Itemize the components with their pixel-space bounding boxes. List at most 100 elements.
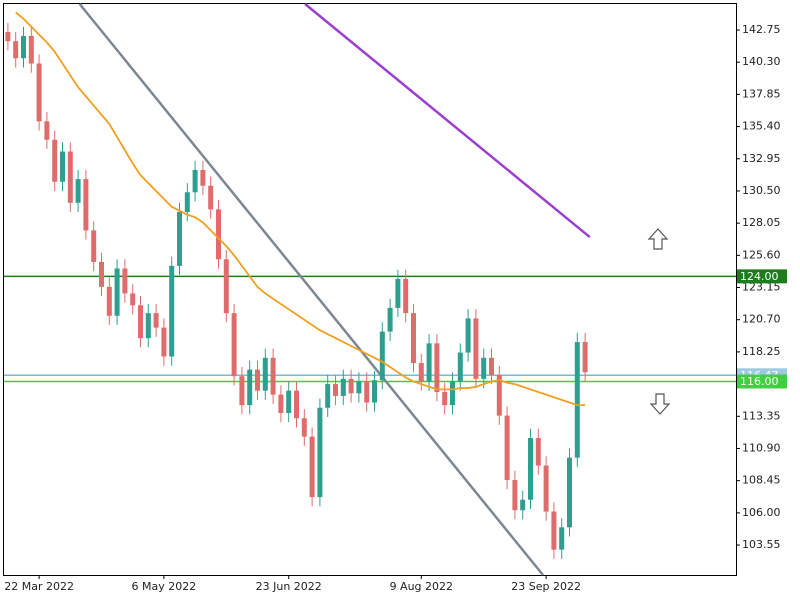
chart-layer: 142.75 140.30 137.85 135.40 132.95 130.50 128.… — [4, 3, 787, 593]
candle-body — [169, 265, 175, 357]
y-tick-label: 130.50 — [742, 184, 781, 197]
candle-body — [567, 457, 572, 528]
candle-body — [395, 278, 401, 308]
candle-body — [317, 407, 323, 498]
y-tick-label: 135.40 — [742, 120, 781, 133]
candle-body — [325, 384, 331, 408]
candle-body — [418, 363, 424, 382]
candle-body — [28, 35, 34, 64]
trend-line — [78, 3, 544, 576]
candle-body — [91, 230, 97, 262]
candle-body — [192, 169, 198, 193]
candle-body — [535, 437, 541, 466]
candle-body — [216, 209, 221, 260]
candle-body — [528, 437, 533, 500]
candle-body — [403, 278, 409, 314]
candle-body — [379, 331, 385, 381]
candle-body — [145, 313, 151, 339]
candle-body — [138, 305, 143, 339]
trend-line — [304, 3, 591, 239]
candle-body — [223, 259, 229, 314]
candle-body — [75, 179, 81, 203]
candle-body — [294, 390, 299, 419]
candle-body — [231, 313, 237, 377]
y-tick-label: 123.15 — [742, 281, 781, 294]
candle-body — [543, 465, 549, 512]
candle-body — [67, 151, 73, 203]
y-tick-label: 128.05 — [742, 216, 781, 229]
level-label: 116.00 — [740, 375, 779, 388]
candle-body — [473, 318, 479, 379]
candle-body — [489, 357, 494, 375]
moving-average — [15, 11, 586, 407]
x-tick-label: 6 May 2022 — [132, 580, 197, 593]
candle-body — [114, 268, 120, 316]
y-tick-label: 132.95 — [742, 152, 781, 165]
candle-body — [411, 313, 416, 364]
candle-body — [450, 381, 455, 406]
candle-body — [387, 307, 393, 332]
y-tick-label: 142.75 — [742, 23, 781, 36]
candle-body — [372, 380, 377, 403]
x-tick-label: 9 Aug 2022 — [390, 580, 453, 593]
x-tick-label: 22 Mar 2022 — [4, 580, 74, 593]
candle-body — [239, 376, 245, 406]
candle-body — [130, 293, 136, 306]
candle-body — [356, 381, 362, 394]
candle-body — [21, 35, 26, 59]
x-tick-label: 23 Sep 2022 — [511, 580, 581, 593]
candle-body — [52, 139, 58, 182]
candle-body — [13, 41, 19, 59]
candle-body — [247, 369, 253, 406]
candle-body — [161, 327, 167, 357]
candle-body — [496, 374, 502, 416]
candle-body — [278, 394, 284, 414]
candle-body — [184, 192, 190, 212]
candle-body — [364, 381, 370, 403]
candle-body — [122, 268, 128, 294]
candle-body — [301, 418, 307, 437]
candle-body — [309, 436, 315, 498]
candle-body — [481, 357, 487, 379]
up-arrow — [647, 228, 669, 250]
candle-body — [457, 352, 463, 382]
y-tick-label: 120.70 — [742, 313, 781, 326]
candle-body — [286, 390, 292, 414]
level-label: 124.00 — [740, 270, 779, 283]
candle-body — [426, 343, 432, 382]
candle-body — [333, 384, 338, 396]
down-arrow — [649, 393, 671, 415]
candle-body — [200, 169, 206, 186]
y-tick-label: 103.55 — [742, 538, 781, 551]
y-tick-label: 106.00 — [742, 506, 781, 519]
candle-body — [36, 63, 42, 122]
candle-body — [465, 318, 471, 353]
y-tick-label: 137.85 — [742, 87, 781, 100]
level-label-box — [737, 374, 787, 389]
candle-body — [512, 480, 518, 511]
candle-body — [44, 121, 50, 140]
candle-body — [551, 511, 557, 550]
candle-body — [177, 211, 182, 266]
y-tick-label: 110.90 — [742, 441, 781, 454]
y-tick-label: 140.30 — [742, 55, 781, 68]
candle-body — [5, 31, 11, 42]
candle-body — [520, 499, 526, 511]
candle-body — [582, 342, 588, 373]
x-tick-label: 23 Jun 2022 — [256, 580, 322, 593]
candle-body — [340, 378, 346, 396]
y-tick-label: 125.60 — [742, 248, 781, 261]
candle-body — [83, 179, 89, 231]
candle-body — [559, 527, 565, 550]
candle-body — [106, 286, 112, 316]
candle-body — [270, 357, 276, 395]
plot-frame — [3, 3, 737, 576]
level-label-box — [737, 269, 787, 284]
candle-body — [442, 391, 448, 406]
candle-body — [208, 185, 214, 210]
candle-body — [60, 151, 65, 182]
y-tick-label: 108.45 — [742, 474, 781, 487]
candle-body — [99, 261, 104, 287]
